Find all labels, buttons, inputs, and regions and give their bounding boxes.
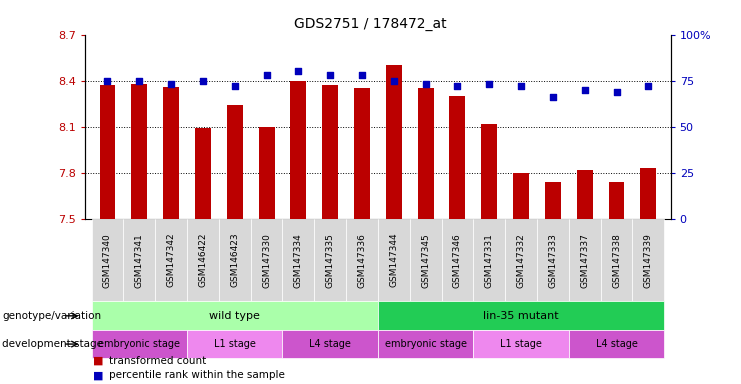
Bar xyxy=(219,219,250,301)
Bar xyxy=(282,330,378,358)
Point xyxy=(165,81,177,88)
Point xyxy=(547,94,559,100)
Bar xyxy=(418,88,433,219)
Text: GSM147340: GSM147340 xyxy=(103,233,112,288)
Bar xyxy=(92,330,187,358)
Bar xyxy=(282,219,314,301)
Text: L4 stage: L4 stage xyxy=(309,339,351,349)
Bar xyxy=(608,182,625,219)
Bar xyxy=(601,219,632,301)
Point xyxy=(388,78,399,84)
Point xyxy=(515,83,527,89)
Bar xyxy=(378,330,473,358)
Bar xyxy=(155,219,187,301)
Bar xyxy=(378,219,410,301)
Bar xyxy=(545,182,561,219)
Text: percentile rank within the sample: percentile rank within the sample xyxy=(109,370,285,380)
Bar xyxy=(632,219,664,301)
Text: ■: ■ xyxy=(93,356,103,366)
Point xyxy=(197,78,209,84)
Point xyxy=(102,78,113,84)
Text: GSM147346: GSM147346 xyxy=(453,233,462,288)
Bar xyxy=(187,330,282,358)
Point xyxy=(579,87,591,93)
Bar xyxy=(322,85,338,219)
Point xyxy=(356,72,368,78)
Point xyxy=(293,68,305,74)
Text: GSM147341: GSM147341 xyxy=(135,233,144,288)
Bar xyxy=(410,219,442,301)
Bar xyxy=(92,219,124,301)
Text: GSM147342: GSM147342 xyxy=(167,233,176,288)
Text: L4 stage: L4 stage xyxy=(596,339,637,349)
Bar xyxy=(92,301,378,330)
Point xyxy=(419,81,431,88)
Bar xyxy=(537,219,569,301)
Bar xyxy=(163,87,179,219)
Point xyxy=(133,78,145,84)
Bar xyxy=(354,88,370,219)
Bar xyxy=(482,124,497,219)
Text: genotype/variation: genotype/variation xyxy=(2,311,102,321)
Text: GSM147345: GSM147345 xyxy=(421,233,430,288)
Bar xyxy=(99,85,116,219)
Bar xyxy=(290,81,306,219)
Bar xyxy=(576,170,593,219)
Bar xyxy=(505,219,537,301)
Bar xyxy=(187,219,219,301)
Text: GSM147332: GSM147332 xyxy=(516,233,525,288)
Point xyxy=(642,83,654,89)
Bar xyxy=(450,96,465,219)
Text: embryonic stage: embryonic stage xyxy=(99,339,180,349)
Point xyxy=(611,89,622,95)
Bar xyxy=(378,301,664,330)
Bar xyxy=(259,127,274,219)
Text: GSM147334: GSM147334 xyxy=(294,233,303,288)
Text: GSM147344: GSM147344 xyxy=(389,233,399,288)
Text: GSM147333: GSM147333 xyxy=(548,233,557,288)
Point xyxy=(483,81,495,88)
Bar xyxy=(346,219,378,301)
Text: ■: ■ xyxy=(93,370,103,380)
Text: transformed count: transformed count xyxy=(109,356,206,366)
Point xyxy=(451,83,463,89)
Bar xyxy=(386,65,402,219)
Text: lin-35 mutant: lin-35 mutant xyxy=(483,311,559,321)
Text: L1 stage: L1 stage xyxy=(500,339,542,349)
Text: GSM147336: GSM147336 xyxy=(357,233,367,288)
Text: embryonic stage: embryonic stage xyxy=(385,339,467,349)
Bar xyxy=(314,219,346,301)
Text: GSM147331: GSM147331 xyxy=(485,233,494,288)
Bar xyxy=(227,105,243,219)
Text: development stage: development stage xyxy=(2,339,103,349)
Bar xyxy=(640,168,657,219)
Point xyxy=(325,72,336,78)
Bar xyxy=(473,219,505,301)
Bar xyxy=(250,219,282,301)
Bar xyxy=(569,330,664,358)
Bar xyxy=(131,84,147,219)
Text: GSM147339: GSM147339 xyxy=(644,233,653,288)
Text: GSM147335: GSM147335 xyxy=(326,233,335,288)
Point xyxy=(229,83,241,89)
Point xyxy=(261,72,273,78)
Text: GSM147337: GSM147337 xyxy=(580,233,589,288)
Text: GSM146423: GSM146423 xyxy=(230,233,239,288)
Text: wild type: wild type xyxy=(209,311,260,321)
Bar xyxy=(569,219,601,301)
Text: GDS2751 / 178472_at: GDS2751 / 178472_at xyxy=(294,17,447,31)
Bar xyxy=(442,219,473,301)
Bar xyxy=(195,128,211,219)
Text: GSM147330: GSM147330 xyxy=(262,233,271,288)
Text: GSM146422: GSM146422 xyxy=(199,233,207,287)
Text: L1 stage: L1 stage xyxy=(214,339,256,349)
Bar xyxy=(124,219,155,301)
Bar xyxy=(513,173,529,219)
Bar xyxy=(473,330,569,358)
Text: GSM147338: GSM147338 xyxy=(612,233,621,288)
